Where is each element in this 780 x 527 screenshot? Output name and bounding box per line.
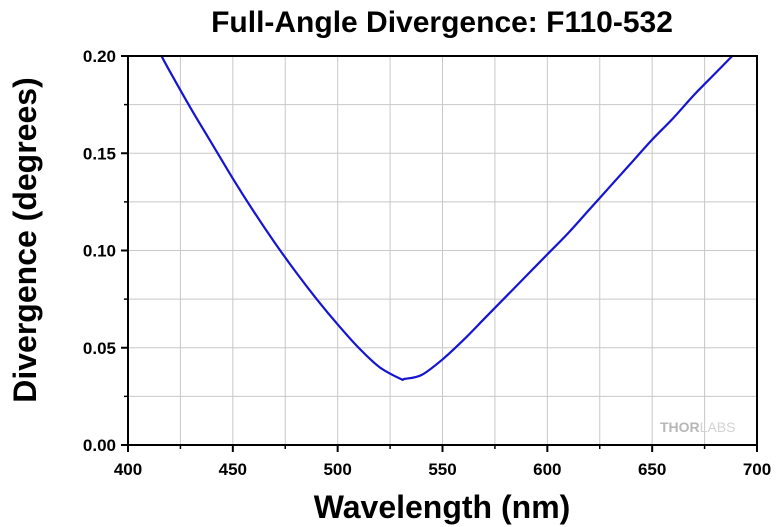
y-tick-label: 0.15 [83,144,116,163]
grid [128,56,757,445]
ticks [121,55,758,452]
svg-text:THORLABS: THORLABS [660,419,735,435]
x-tick-label: 550 [428,460,456,479]
x-tick-label: 600 [533,460,561,479]
y-tick-labels: 0.00 0.05 0.10 0.15 0.20 [83,47,116,455]
chart-title: Full-Angle Divergence: F110-532 [211,6,673,39]
y-tick-label: 0.10 [83,242,116,261]
y-tick-label: 0.20 [83,47,116,66]
series-line [160,56,734,381]
x-tick-label: 450 [219,460,247,479]
x-tick-label: 500 [323,460,351,479]
logo-part-labs: LABS [700,419,736,435]
x-tick-label: 400 [114,460,142,479]
y-tick-label: 0.05 [83,339,116,358]
x-axis-label: Wavelength (nm) [314,489,571,525]
x-tick-labels: 400 450 500 550 600 650 700 [114,460,771,479]
thorlabs-logo: THORLABS [660,419,735,435]
y-tick-label: 0.00 [83,436,116,455]
curve-layer [160,56,734,381]
x-tick-label: 650 [638,460,666,479]
y-axis-label: Divergence (degrees) [7,77,43,402]
x-tick-label: 700 [743,460,771,479]
logo-part-thor: THOR [660,419,700,435]
